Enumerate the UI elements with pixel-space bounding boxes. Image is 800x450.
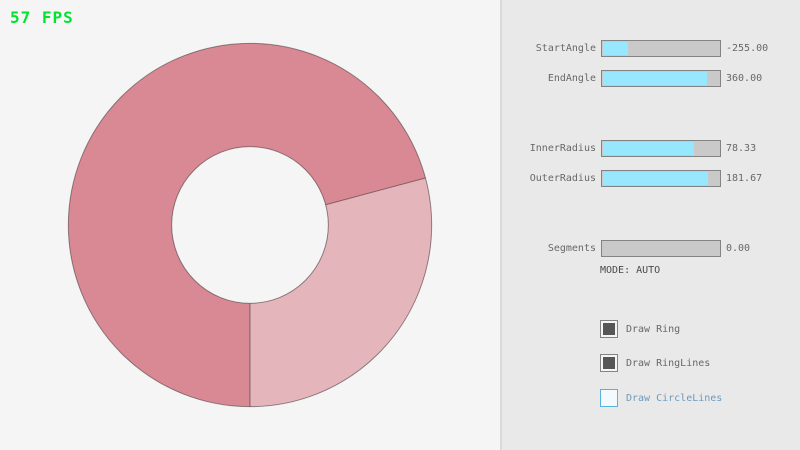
endangle-value: 360.00 [726, 73, 763, 84]
outerradius-value: 181.67 [726, 173, 763, 184]
fps-counter: 57 FPS [10, 8, 74, 27]
endangle-slider[interactable] [601, 70, 721, 87]
slider-row-innerradius: InnerRadius 78.33 [502, 140, 800, 157]
slider-row-endangle: EndAngle 360.00 [502, 70, 800, 87]
outerradius-slider-fill [603, 172, 709, 185]
slider-row-segments: Segments 0.00 [502, 240, 800, 257]
startangle-slider[interactable] [601, 40, 721, 57]
innerradius-slider-fill [603, 142, 694, 155]
outerradius-slider[interactable] [601, 170, 721, 187]
controls-panel: StartAngle -255.00 EndAngle 360.00 Inner… [500, 0, 800, 450]
innerradius-value: 78.33 [726, 143, 757, 154]
draw-circlelines-label: Draw CircleLines [626, 392, 723, 404]
endangle-slider-fill [603, 72, 708, 85]
draw-circlelines-checkbox[interactable] [600, 389, 618, 407]
slider-row-startangle: StartAngle -255.00 [502, 40, 800, 57]
innerradius-slider[interactable] [601, 140, 721, 157]
ring-chart [67, 42, 433, 408]
drawing-canvas: 57 FPS [10, 8, 433, 408]
slider-row-outerradius: OuterRadius 181.67 [502, 170, 800, 187]
checkmark-icon [603, 392, 615, 404]
startangle-slider-fill [603, 42, 629, 55]
segments-value: 0.00 [726, 243, 751, 254]
segments-slider[interactable] [601, 240, 721, 257]
innerradius-label: InnerRadius [529, 143, 596, 154]
draw-ring-label: Draw Ring [626, 323, 681, 335]
draw-ringlines-checkbox[interactable] [600, 354, 618, 372]
startangle-value: -255.00 [726, 43, 769, 54]
checkbox-row-draw-circlelines: Draw CircleLines [600, 389, 722, 407]
outerradius-label: OuterRadius [529, 173, 596, 184]
checkbox-row-draw-ring: Draw Ring [600, 320, 680, 338]
startangle-label: StartAngle [535, 43, 596, 54]
checkbox-row-draw-ringlines: Draw RingLines [600, 354, 710, 372]
segments-mode-text: MODE: AUTO [600, 265, 661, 276]
draw-ring-checkbox[interactable] [600, 320, 618, 338]
segments-label: Segments [547, 243, 596, 254]
endangle-label: EndAngle [547, 73, 596, 84]
checkmark-icon [603, 357, 615, 369]
draw-ringlines-label: Draw RingLines [626, 357, 711, 369]
checkmark-icon [603, 323, 615, 335]
